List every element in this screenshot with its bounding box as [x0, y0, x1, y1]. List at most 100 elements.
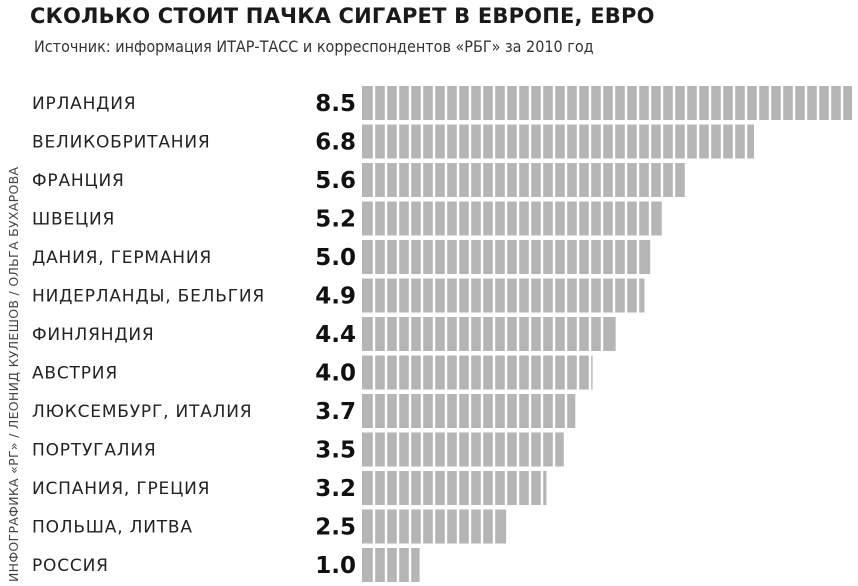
bar-stripe [384, 278, 388, 313]
category-label: НИДЕРЛАНДЫ, БЕЛЬГИЯ [32, 287, 265, 307]
bar-stripe [396, 201, 400, 236]
bar-stripe [588, 124, 592, 159]
bar-stripe [408, 509, 412, 544]
bar-stripe [636, 278, 640, 313]
bar-stripe [540, 355, 544, 390]
bar-stripe [480, 509, 484, 544]
category-label: ФРАНЦИЯ [32, 171, 125, 191]
bar-row: ЛЮКСЕМБУРГ, ИТАЛИЯ 3.7 [32, 394, 576, 428]
bar-stripe [432, 394, 436, 428]
bar-stripe [564, 201, 568, 236]
bar-stripe [528, 355, 532, 390]
bar-stripe [420, 201, 424, 236]
bar-stripe [504, 278, 508, 313]
bar-row: ВЕЛИКОБРИТАНИЯ 6.8 [32, 124, 754, 159]
bar-stripe [480, 86, 484, 120]
bar-stripe [564, 163, 568, 197]
bar-stripe [648, 201, 652, 236]
bar-stripe [552, 240, 556, 274]
bar-stripe [504, 317, 508, 351]
bar-stripe [648, 163, 652, 197]
value-label: 4.0 [315, 361, 356, 387]
bar-stripe [672, 124, 676, 159]
bar-stripe [528, 86, 532, 120]
bar-stripe [456, 278, 460, 313]
bar-stripe [492, 509, 496, 544]
bar-stripe [732, 86, 736, 120]
bar-stripe [576, 240, 580, 274]
bar-stripe [660, 86, 664, 120]
bar-stripe [384, 240, 388, 274]
bar-stripe [396, 471, 400, 505]
bar-stripe [540, 394, 544, 428]
bar-stripe [444, 163, 448, 197]
bar-stripe [468, 432, 472, 467]
bar-stripe [528, 124, 532, 159]
bar [362, 124, 754, 159]
bar-stripe [624, 86, 628, 120]
bar-stripe [408, 278, 412, 313]
bar-stripe [780, 86, 784, 120]
bar-stripe [420, 86, 424, 120]
bar-stripe [720, 86, 724, 120]
bar-stripe [480, 124, 484, 159]
bar-stripe [564, 86, 568, 120]
bar-stripe [708, 86, 712, 120]
bar-stripe [612, 240, 616, 274]
bar-stripe [480, 163, 484, 197]
bar-stripe [456, 124, 460, 159]
bar-stripe [444, 201, 448, 236]
bar-stripe [396, 240, 400, 274]
bar-stripe [636, 86, 640, 120]
value-label: 8.5 [315, 91, 356, 117]
bar-stripe [492, 278, 496, 313]
bar-stripe [468, 394, 472, 428]
bar-stripe [480, 317, 484, 351]
bar-stripe [492, 394, 496, 428]
bar-stripe [600, 201, 604, 236]
bar-stripe [516, 432, 520, 467]
bar-stripe [684, 86, 688, 120]
bar-stripe [372, 86, 376, 120]
bar-stripe [432, 317, 436, 351]
bar-stripe [588, 240, 592, 274]
bar-stripe [804, 86, 808, 120]
bar-stripe [636, 240, 640, 274]
category-label: ФИНЛЯНДИЯ [32, 325, 155, 345]
bar-stripe [384, 355, 388, 390]
bar-stripe [504, 201, 508, 236]
bar-stripe [516, 355, 520, 390]
bar-stripe [396, 432, 400, 467]
bar-stripe [552, 278, 556, 313]
bar-stripe [720, 124, 724, 159]
bar-stripe [552, 317, 556, 351]
bar-stripe [384, 86, 388, 120]
bar-stripe [492, 86, 496, 120]
bar-stripe [456, 201, 460, 236]
bar-stripe [528, 471, 532, 505]
bar-stripe [384, 432, 388, 467]
bar-stripe [552, 124, 556, 159]
bar-stripe [372, 509, 376, 544]
bar-stripe [540, 86, 544, 120]
bar-stripe [540, 201, 544, 236]
bar-stripe [600, 163, 604, 197]
bar [362, 394, 576, 428]
bar-stripe [504, 240, 508, 274]
bar-stripe [408, 394, 412, 428]
bar-stripe [456, 163, 460, 197]
bar-stripe [396, 163, 400, 197]
bar-stripe [492, 201, 496, 236]
bar-stripe [588, 86, 592, 120]
bar-stripe [756, 86, 760, 120]
bar-stripe [516, 201, 520, 236]
bar-stripe [552, 394, 556, 428]
bar-stripe [408, 163, 412, 197]
bar-stripe [612, 163, 616, 197]
bar-stripe [528, 240, 532, 274]
bar-stripe [384, 394, 388, 428]
bar-stripe [600, 317, 604, 351]
bar-stripe [792, 86, 796, 120]
bar-stripe [540, 240, 544, 274]
bar-stripe [384, 163, 388, 197]
